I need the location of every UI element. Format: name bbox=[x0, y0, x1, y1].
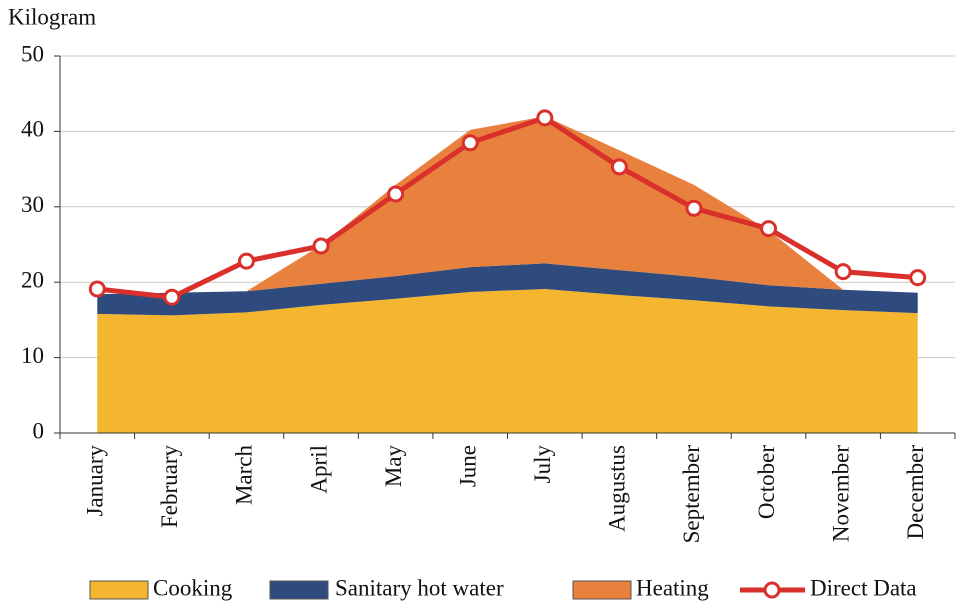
marker bbox=[536, 109, 554, 127]
marker bbox=[387, 185, 405, 203]
x-tick-label: October bbox=[754, 445, 779, 519]
marker bbox=[88, 280, 106, 298]
area bbox=[97, 263, 918, 316]
y-axis-label: Kilogram bbox=[8, 4, 96, 29]
marker bbox=[461, 134, 479, 152]
legend-label: Heating bbox=[636, 575, 709, 600]
legend-label: Cooking bbox=[153, 575, 233, 600]
marker bbox=[610, 158, 628, 176]
x-tick-label: November bbox=[828, 445, 853, 542]
marker bbox=[237, 252, 255, 270]
y-tick-label: 20 bbox=[21, 267, 44, 292]
x-tick-label: July bbox=[530, 445, 555, 484]
x-tick-label: September bbox=[679, 445, 704, 544]
legend-label: Sanitary hot water bbox=[335, 575, 504, 600]
area bbox=[97, 116, 918, 295]
y-tick-label: 0 bbox=[33, 418, 45, 443]
area bbox=[97, 288, 918, 433]
marker bbox=[685, 199, 703, 217]
marker bbox=[312, 237, 330, 255]
legend-swatch bbox=[269, 580, 329, 600]
x-tick-label: June bbox=[455, 445, 480, 487]
marker bbox=[909, 269, 927, 287]
line bbox=[97, 115, 918, 300]
x-tick-label: January bbox=[83, 445, 108, 517]
legend-marker bbox=[763, 581, 781, 599]
marker bbox=[760, 220, 778, 238]
legend-swatch bbox=[89, 580, 149, 600]
marker bbox=[834, 263, 852, 281]
y-tick-label: 10 bbox=[21, 343, 44, 368]
marker bbox=[163, 288, 181, 306]
x-tick-label: February bbox=[157, 445, 182, 529]
legend-swatch bbox=[572, 580, 632, 600]
x-tick-label: March bbox=[232, 445, 257, 506]
x-tick-label: April bbox=[306, 445, 331, 494]
y-tick-label: 30 bbox=[21, 192, 44, 217]
x-tick-label: December bbox=[903, 445, 928, 540]
y-tick-label: 50 bbox=[21, 41, 44, 66]
x-tick-label: Augustus bbox=[605, 445, 630, 532]
x-tick-label: May bbox=[381, 445, 406, 488]
y-tick-label: 40 bbox=[21, 117, 44, 142]
legend-label: Direct Data bbox=[810, 575, 917, 600]
